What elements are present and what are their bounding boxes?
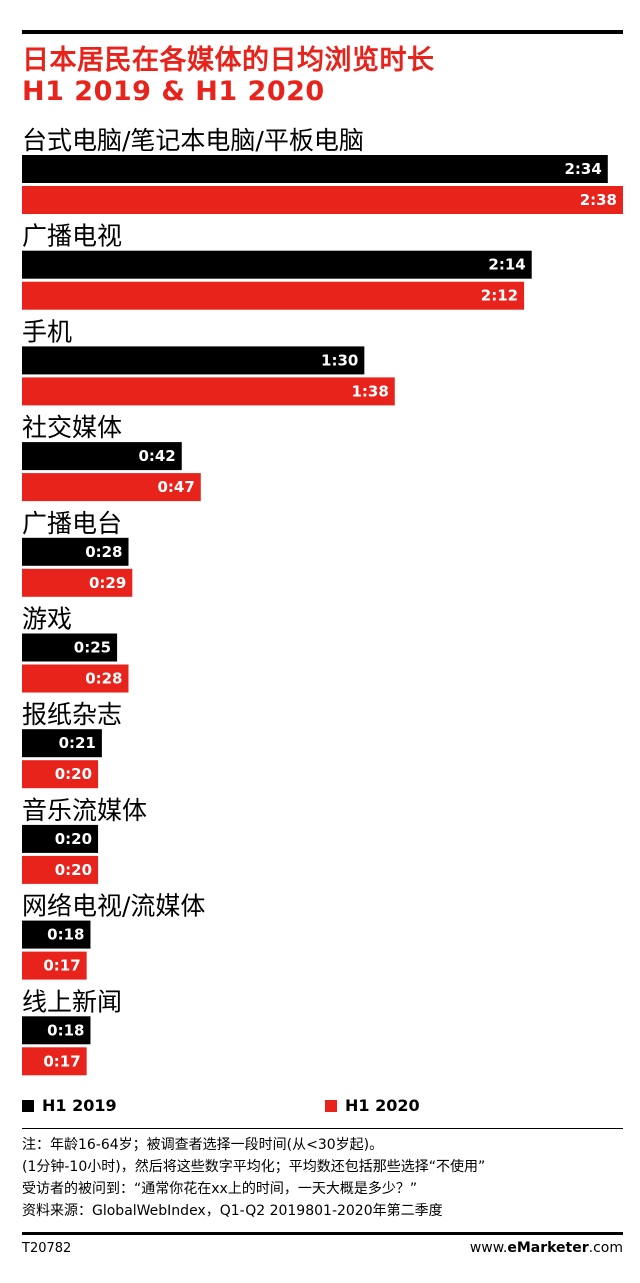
brand-name: eMarketer (507, 1240, 589, 1256)
bar-h1-2019 (22, 920, 91, 949)
legend-item-h1-2020: H1 2020 (325, 1096, 420, 1115)
category-label: 网络电视/流媒体 (22, 892, 205, 921)
bar-h1-2020 (22, 760, 99, 789)
brand-link[interactable]: www.eMarketer.com (470, 1240, 623, 1256)
category-label: 线上新闻 (22, 987, 122, 1016)
chart-subtitle: H1 2019 & H1 2020 (22, 76, 325, 107)
bar-h1-2019 (22, 633, 118, 662)
bar-value-label: 1:38 (351, 382, 388, 400)
category-label: 手机 (22, 317, 72, 346)
bar-value-label: 0:20 (55, 765, 92, 783)
bar-h1-2019 (22, 346, 365, 375)
bar-value-label: 2:38 (580, 191, 617, 209)
bar-value-label: 0:18 (47, 1021, 84, 1039)
bar-h1-2020 (22, 473, 201, 502)
legend-label-h1-2020: H1 2020 (345, 1096, 420, 1115)
bar-h1-2020 (22, 664, 129, 693)
bar-h1-2019 (22, 155, 608, 183)
bar-value-label: 0:17 (43, 1052, 80, 1070)
bar-h1-2019 (22, 1016, 91, 1045)
category-label: 游戏 (22, 605, 72, 634)
bar-value-label: 0:20 (55, 830, 92, 848)
top-rule (22, 30, 623, 34)
chart-title: 日本居民在各媒体的日均浏览时长 (22, 45, 435, 76)
legend-swatch-red (325, 1099, 337, 1112)
bar-value-label: 0:17 (43, 957, 80, 975)
chart-id: T20782 (22, 1241, 72, 1256)
bar-h1-2019 (22, 442, 182, 471)
bar-value-label: 0:28 (85, 670, 122, 688)
bar-h1-2019 (22, 824, 99, 853)
bar-value-label: 0:47 (157, 478, 194, 496)
bar-h1-2020 (22, 1047, 87, 1076)
bar-h1-2020 (22, 186, 623, 214)
legend-item-h1-2019: H1 2019 (22, 1096, 117, 1115)
category-label: 广播电台 (22, 509, 122, 538)
bar-value-label: 0:28 (85, 543, 122, 561)
bar-h1-2020 (22, 281, 525, 310)
bar-value-label: 0:25 (74, 639, 111, 657)
note-line: 注：年龄16-64岁；被调查者选择一段时间(从<30岁起)。 (22, 1137, 384, 1153)
bar-h1-2020 (22, 377, 395, 406)
notes-divider (22, 1128, 623, 1129)
bar-value-label: 2:34 (564, 160, 601, 178)
legend-swatch-black (22, 1099, 34, 1112)
category-label: 音乐流媒体 (22, 796, 147, 825)
bar-h1-2019 (22, 729, 102, 758)
note-line: 受访者的被问到：“通常你花在xx上的时间，一天大概是多少？” (22, 1181, 418, 1197)
legend-label-h1-2019: H1 2019 (42, 1096, 117, 1115)
bar-h1-2020 (22, 855, 99, 884)
bar-h1-2019 (22, 537, 129, 566)
bar-value-label: 0:18 (47, 926, 84, 944)
bar-h1-2020 (22, 568, 133, 597)
bar-value-label: 0:29 (89, 574, 126, 592)
bar-value-label: 0:21 (59, 734, 96, 752)
bar-value-label: 2:12 (481, 287, 518, 305)
category-label: 广播电视 (22, 222, 122, 251)
bar-value-label: 0:20 (55, 861, 92, 879)
bar-value-label: 1:30 (321, 351, 358, 369)
bottom-rule (22, 1232, 623, 1235)
bar-value-label: 0:42 (138, 447, 175, 465)
bar-h1-2020 (22, 951, 87, 980)
category-label: 台式电脑/笔记本电脑/平板电脑 (22, 126, 364, 155)
bar-h1-2019 (22, 250, 532, 279)
bar-value-label: 2:14 (488, 256, 525, 274)
note-line: (1分钟-10小时)，然后将这些数字平均化；平均数还包括那些选择“不使用” (22, 1159, 486, 1175)
footnotes: 注：年龄16-64岁；被调查者选择一段时间(从<30岁起)。 (1分钟-10小时… (22, 1134, 485, 1222)
category-label: 报纸杂志 (22, 700, 122, 729)
category-label: 社交媒体 (22, 413, 122, 442)
brand-prefix: www. (469, 1240, 508, 1256)
note-line: 资料来源：GlobalWebIndex，Q1-Q2 2019801-2020年第… (22, 1203, 443, 1219)
brand-suffix: .com (588, 1240, 623, 1256)
